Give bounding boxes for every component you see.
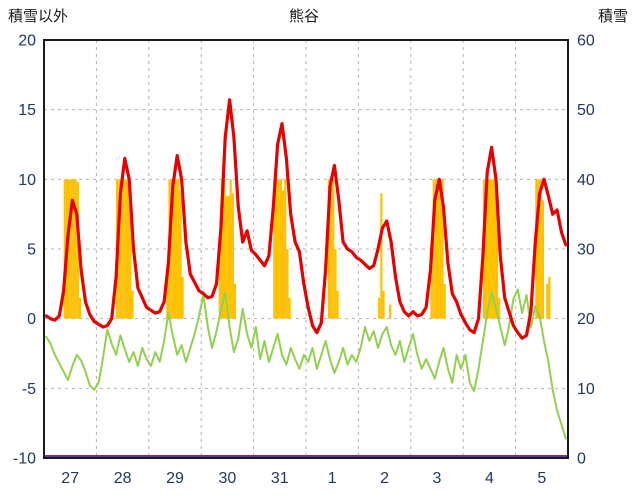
x-axis-day-label: 30 <box>219 470 237 487</box>
left-axis-title: 積雪以外 <box>8 8 68 25</box>
x-axis-day-label: 28 <box>114 470 132 487</box>
left-axis-tick-label: 20 <box>18 33 36 50</box>
x-axis-day-label: 3 <box>433 470 442 487</box>
right-axis-title: 積雪 <box>598 8 628 25</box>
x-axis-day-label: 5 <box>537 470 546 487</box>
left-axis-tick-label: 15 <box>18 102 36 119</box>
x-axis-day-label: 29 <box>166 470 184 487</box>
gridlines <box>44 40 568 458</box>
right-axis-tick-label: 40 <box>577 172 595 189</box>
left-axis-tick-label: 5 <box>27 242 36 259</box>
left-axis-tick-label: -5 <box>22 381 36 398</box>
left-axis-tick-label: 0 <box>27 311 36 328</box>
plot-border <box>43 39 569 459</box>
x-axis-day-label: 31 <box>271 470 289 487</box>
x-axis-day-label: 27 <box>61 470 79 487</box>
left-axis-tick-label: -10 <box>13 451 36 468</box>
red-line-series <box>44 98 568 340</box>
left-axis-tick-label: 10 <box>18 172 36 189</box>
right-axis-tick-label: 20 <box>577 311 595 328</box>
chart-title: 熊谷 <box>289 8 319 25</box>
right-axis-tick-label: 0 <box>577 451 586 468</box>
orange-bars-series <box>63 179 551 319</box>
right-axis-tick-label: 30 <box>577 242 595 259</box>
right-axis-tick-label: 50 <box>577 102 595 119</box>
x-axis-day-label: 4 <box>485 470 494 487</box>
x-axis-day-label: 2 <box>380 470 389 487</box>
x-axis-day-label: 1 <box>328 470 337 487</box>
green-line-series <box>45 288 567 440</box>
right-axis-tick-label: 60 <box>577 33 595 50</box>
right-axis-tick-label: 10 <box>577 381 595 398</box>
